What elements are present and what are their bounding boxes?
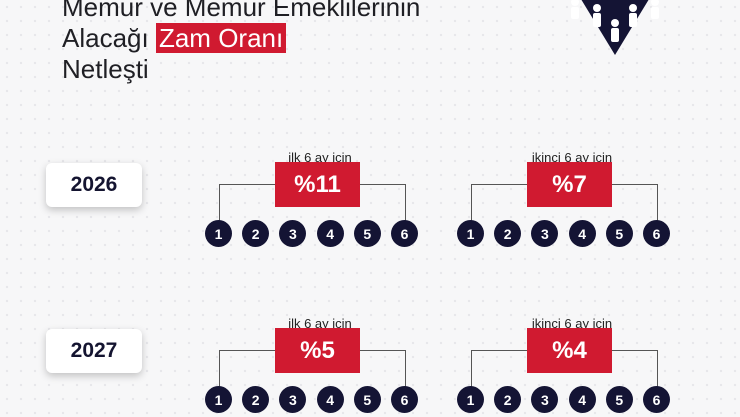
month-circle: 1 [457,220,484,247]
month-circle: 4 [568,220,596,247]
month-circle: 6 [391,386,418,413]
month-circle: 1 [205,386,232,413]
month-circle: 3 [279,220,307,247]
month-circle: 6 [643,386,670,413]
month-circle: 4 [316,220,344,247]
month-circle: 4 [568,386,596,413]
bracket-line [405,350,406,388]
month-circle: 2 [242,386,270,413]
month-circle: 2 [494,220,522,247]
month-circle: 3 [531,220,559,247]
headline: Memur ve Memur Emeklilerinin Alacağı Zam… [62,0,420,85]
bracket-line [657,350,658,388]
rate-box: %4 [527,328,612,373]
bracket-line [360,184,406,185]
period-group-first: ilk 6 ay için %11 1 2 3 4 5 6 [205,150,435,250]
period-label: ikinci 6 ay için [531,316,613,331]
bracket-line [471,350,472,388]
people-group-diamond-icon [571,0,659,55]
month-circle: 1 [457,386,484,413]
bracket-line [405,184,406,222]
month-circle: 2 [494,386,522,413]
year-badge: 2027 [46,329,142,373]
month-circle: 3 [531,386,559,413]
bracket-line [471,184,527,185]
month-circle: 6 [391,220,418,247]
rate-box: %11 [275,162,360,207]
headline-line-2: Alacağı Zam Oranı [62,23,420,54]
month-circle: 2 [242,220,270,247]
month-circle: 1 [205,220,232,247]
bracket-line [471,350,527,351]
month-circle: 5 [605,386,633,413]
period-group-second: ikinci 6 ay için %4 1 2 3 4 5 6 [457,316,687,416]
rate-box: %7 [527,162,612,207]
headline-line-1: Memur ve Memur Emeklilerinin [62,0,421,22]
month-circle: 5 [605,220,633,247]
bracket-line [219,184,220,222]
headline-highlight: Zam Oranı [155,23,287,53]
period-group-second: ikinci 6 ay için %7 1 2 3 4 5 6 [457,150,687,250]
month-circle: 4 [316,386,344,413]
headline-line-3: Netleşti [62,54,149,84]
month-circle: 5 [353,386,381,413]
period-label: ilk 6 ay için [288,150,352,165]
bracket-line [219,350,275,351]
period-label: ikinci 6 ay için [531,150,613,165]
bracket-line [360,350,406,351]
bracket-line [219,184,275,185]
bracket-line [612,184,658,185]
bracket-line [612,350,658,351]
month-circle: 6 [643,220,670,247]
bracket-line [471,184,472,222]
year-badge: 2026 [46,163,142,207]
month-circle: 5 [353,220,381,247]
period-label: ilk 6 ay için [288,316,352,331]
bracket-line [657,184,658,222]
period-group-first: ilk 6 ay için %5 1 2 3 4 5 6 [205,316,435,416]
bracket-line [219,350,220,388]
month-circle: 3 [279,386,307,413]
rate-box: %5 [275,328,360,373]
